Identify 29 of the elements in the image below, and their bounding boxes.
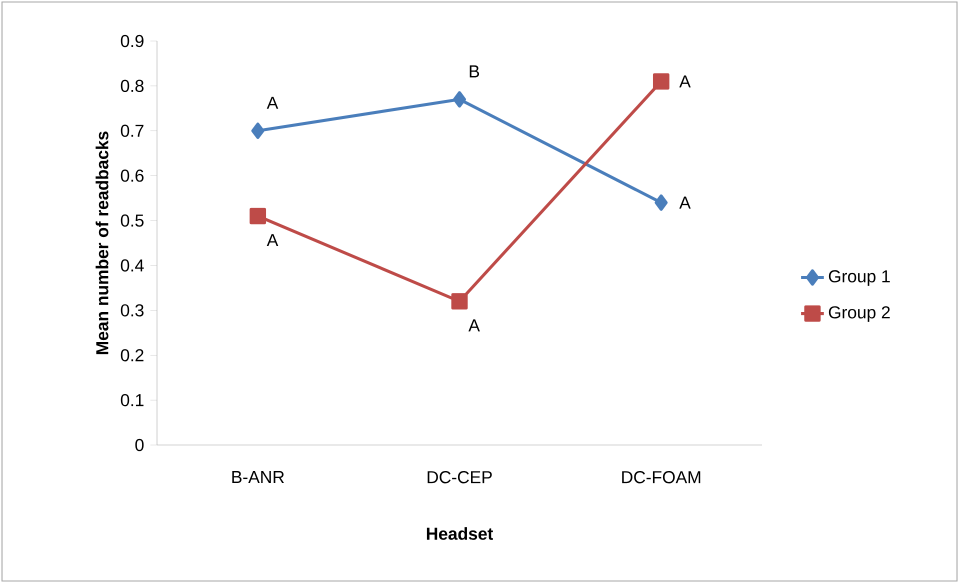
y-tick-label: 0.9 (120, 34, 144, 48)
annotation: A (468, 319, 480, 332)
y-tick-label: 0.6 (120, 170, 144, 182)
x-tick-label: DC-CEP (428, 471, 492, 484)
x-tick-label: B-ANR (232, 471, 284, 483)
point (251, 122, 264, 139)
y-tick-label: 0.2 (120, 349, 144, 362)
legend-label: Group 2 (828, 306, 890, 322)
annotation: B (470, 65, 480, 78)
annotation: A (266, 96, 278, 109)
point (652, 73, 670, 90)
point (654, 194, 668, 211)
y-tick-label: 0.5 (120, 214, 144, 227)
legend-label: Group 1 (828, 270, 890, 286)
y-tick-label: 0.1 (120, 394, 144, 406)
point (451, 293, 468, 310)
y-tick-label: 0.3 (120, 304, 144, 316)
point (250, 208, 266, 224)
y-axis-title: Mean number of readbacks (96, 132, 108, 354)
annotation: A (679, 75, 691, 88)
point (452, 91, 466, 108)
annotation: A (266, 234, 278, 246)
annotation: A (679, 196, 691, 209)
x-axis-title: Headset (426, 527, 494, 540)
y-tick-label: 0.8 (120, 80, 144, 92)
y-tick-label: 0.7 (120, 124, 144, 137)
y-tick-label: 0 (135, 438, 144, 452)
x-tick-label: DC-FOAM (622, 471, 700, 484)
y-tick-label: 0.4 (120, 259, 144, 272)
